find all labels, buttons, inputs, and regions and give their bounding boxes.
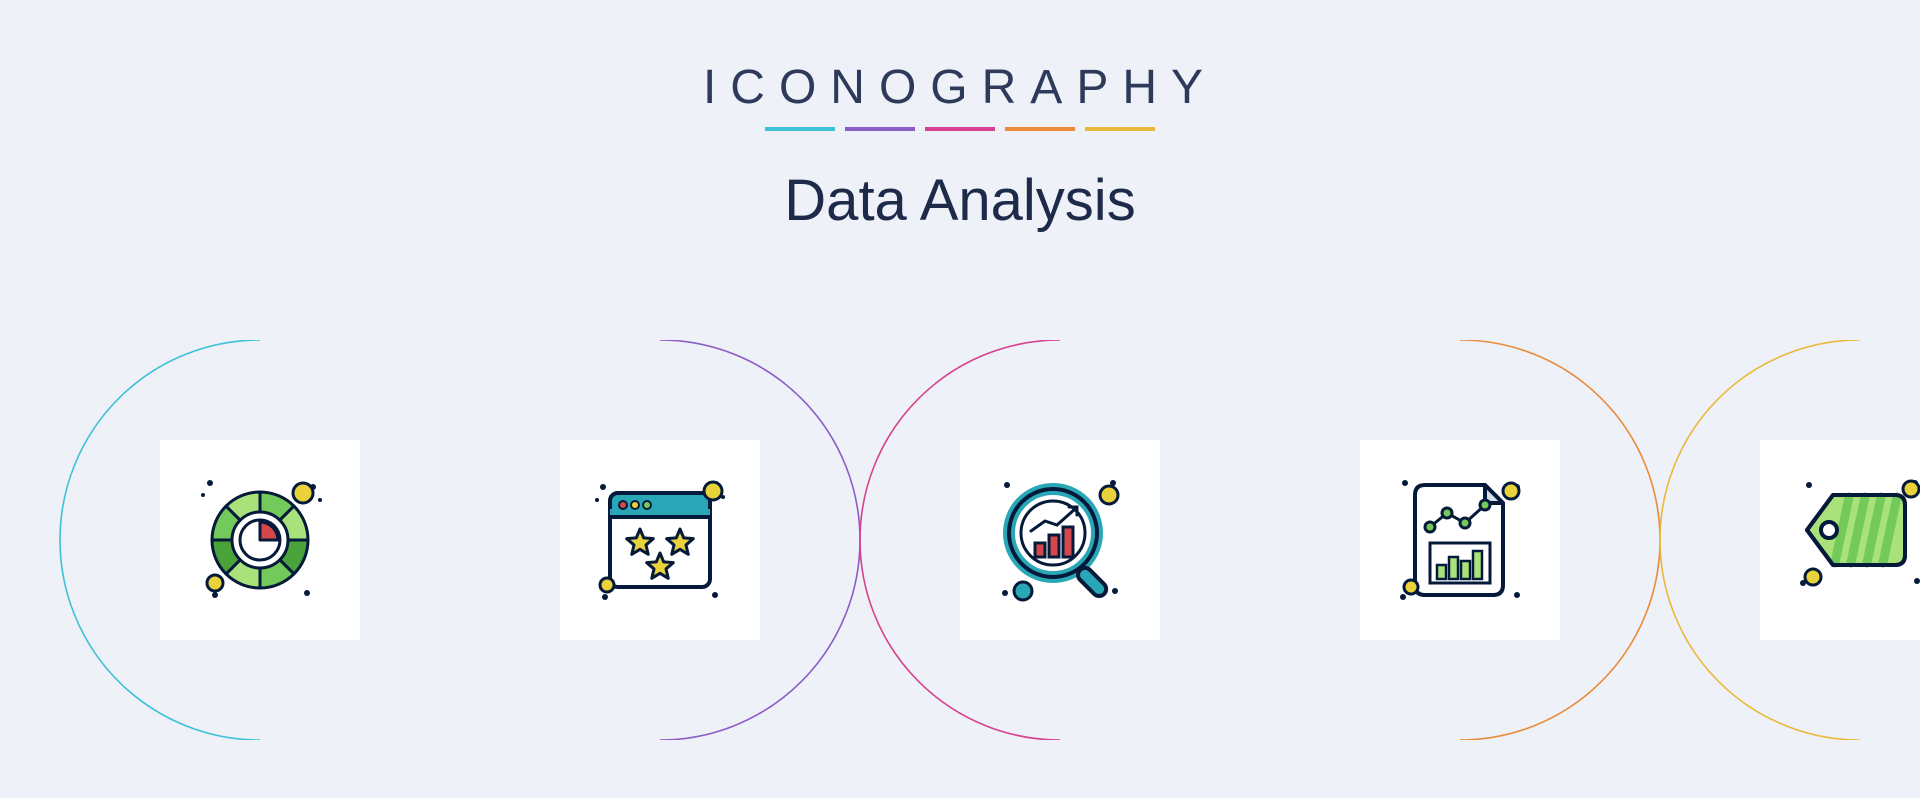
icon-tile [1760,440,1920,640]
report-document-icon [1385,465,1535,615]
brand-underline [0,127,1920,131]
icon-tile [960,440,1160,640]
underline-segment [765,127,835,131]
pack-title: Data Analysis [0,167,1920,234]
pie-chart-icon [185,465,335,615]
brand-text: ICONOGRAPHY [0,60,1920,115]
icon-tile [160,440,360,640]
underline-segment [1085,127,1155,131]
icon-tile [1360,440,1560,640]
icon-tile [560,440,760,640]
browser-rating-icon [585,465,735,615]
price-tag-icon [1785,465,1920,615]
underline-segment [925,127,995,131]
search-analytics-icon [985,465,1135,615]
underline-segment [1005,127,1075,131]
header: ICONOGRAPHY Data Analysis [0,0,1920,234]
underline-segment [845,127,915,131]
wave-row [0,340,1920,740]
